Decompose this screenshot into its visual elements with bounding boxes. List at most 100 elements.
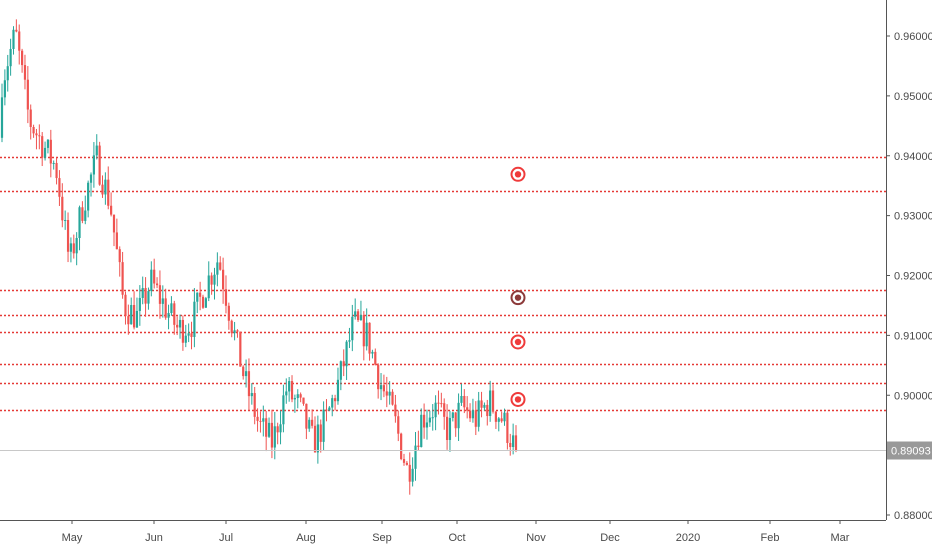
- candle: [98, 141, 101, 186]
- candle: [227, 302, 230, 330]
- candle: [0, 83, 4, 143]
- candle: [382, 374, 386, 398]
- candle: [428, 410, 431, 427]
- candle: [69, 237, 73, 263]
- candle: [371, 349, 374, 359]
- level-marker-0[interactable]: [510, 166, 526, 182]
- candle: [204, 296, 207, 308]
- candle: [322, 401, 325, 451]
- candle: [23, 54, 27, 90]
- candle: [170, 296, 173, 316]
- candle: [38, 124, 41, 150]
- y-tick-label: 0.94000: [894, 151, 932, 163]
- candle: [12, 26, 15, 55]
- candle: [150, 261, 153, 297]
- candle: [127, 304, 130, 335]
- candle: [411, 457, 414, 487]
- candle: [400, 432, 403, 461]
- candle: [440, 392, 443, 408]
- candle: [385, 376, 388, 408]
- level-marker-2[interactable]: [510, 334, 526, 350]
- candle: [408, 452, 411, 495]
- candle: [112, 214, 116, 247]
- candle: [325, 399, 328, 422]
- candle: [130, 297, 133, 325]
- candle: [362, 311, 365, 361]
- candle: [342, 349, 345, 377]
- candle: [454, 412, 457, 437]
- candle: [104, 172, 107, 205]
- candle: [216, 252, 219, 287]
- candle: [434, 395, 437, 431]
- candle: [55, 157, 58, 185]
- last-price-badge: [887, 441, 932, 460]
- candle: [107, 166, 110, 210]
- level-marker-1[interactable]: [510, 290, 526, 306]
- candle: [35, 128, 38, 150]
- x-tick-label: Jun: [145, 532, 163, 544]
- candle: [276, 422, 279, 445]
- candle: [196, 292, 199, 314]
- level-marker-3[interactable]: [510, 391, 526, 407]
- candle: [397, 410, 400, 442]
- candle: [247, 358, 251, 411]
- candle: [483, 402, 486, 411]
- y-tick-label: 0.92000: [894, 271, 932, 283]
- candle: [394, 394, 397, 423]
- candles: [0, 19, 518, 495]
- candle: [153, 258, 156, 289]
- candle: [293, 394, 296, 413]
- y-tick-label: 0.93000: [894, 211, 932, 223]
- candle: [273, 411, 276, 460]
- candle: [468, 403, 472, 422]
- candle: [101, 175, 104, 198]
- candle: [178, 314, 182, 339]
- candle: [121, 251, 124, 299]
- candle: [135, 297, 139, 328]
- candle: [210, 272, 213, 295]
- candle: [201, 294, 205, 309]
- candle: [132, 291, 136, 330]
- candle: [420, 408, 423, 448]
- x-tick-label: Oct: [448, 532, 465, 544]
- candle: [305, 403, 308, 440]
- candle: [72, 234, 75, 259]
- candle: [66, 212, 70, 263]
- candle: [207, 261, 210, 302]
- candle: [84, 195, 87, 225]
- candle: [308, 417, 311, 432]
- candle: [471, 398, 475, 423]
- level-markers: [510, 166, 526, 407]
- candle: [374, 348, 377, 366]
- candle: [328, 406, 331, 412]
- candle: [290, 375, 294, 403]
- candle: [224, 275, 228, 314]
- candle: [161, 285, 164, 318]
- candle: [110, 192, 113, 217]
- x-tick-label: Aug: [296, 532, 316, 544]
- candle: [379, 373, 383, 401]
- candle: [262, 405, 265, 437]
- candle: [32, 124, 35, 138]
- candle: [336, 367, 340, 405]
- x-tick-label: Nov: [526, 532, 546, 544]
- candle: [250, 383, 253, 405]
- x-axis: May Jun Jul Aug Sep Oct Nov Dec 2020 Feb Mar: [0, 520, 886, 544]
- candle: [477, 391, 480, 432]
- candle: [222, 257, 225, 304]
- candle: [158, 270, 162, 319]
- candle: [331, 394, 334, 417]
- candle: [75, 232, 78, 266]
- candle: [302, 397, 305, 406]
- candle: [92, 142, 95, 188]
- candle: [296, 389, 299, 409]
- candle: [299, 392, 302, 403]
- candle: [368, 322, 371, 361]
- candle: [489, 380, 492, 422]
- candle: [448, 410, 452, 452]
- x-tick-label: Mar: [831, 532, 850, 544]
- candle: [359, 300, 363, 321]
- candle: [405, 460, 408, 466]
